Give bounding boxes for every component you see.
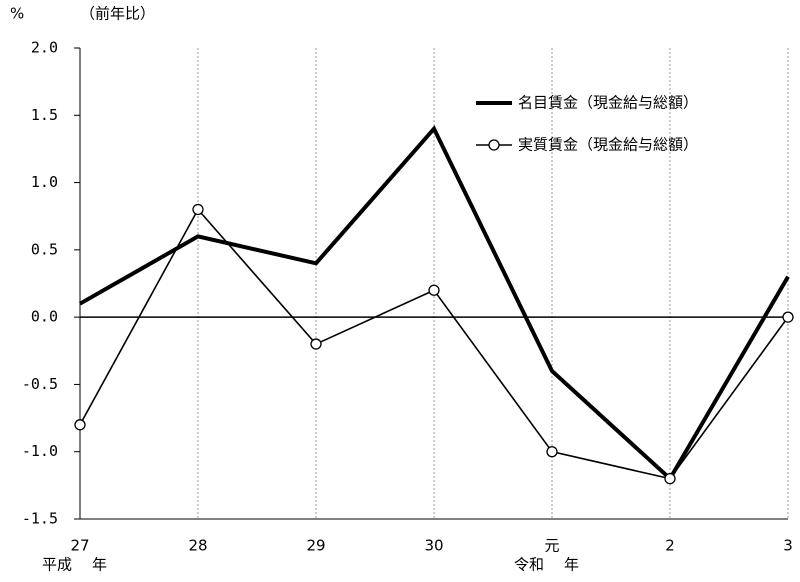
era-label: 令和 [514,556,544,574]
y-tick-label: 0.0 [31,308,58,326]
y-tick-label: -0.5 [22,375,58,393]
era-label: 平成 [42,556,72,574]
x-tick-label: 29 [306,537,325,555]
y-axis-sublabel: （前年比） [80,5,155,23]
legend-label: 名目賃金（現金給与総額） [518,94,698,112]
y-tick-label: -1.5 [22,510,58,528]
era-suffix: 年 [564,556,579,574]
y-tick-label: 1.0 [31,173,58,191]
data-point [664,472,676,485]
y-axis-label: % [10,5,24,23]
data-point [192,203,204,216]
legend-marker [488,139,500,151]
y-tick-label: 0.5 [31,240,58,258]
data-point [782,311,794,323]
x-tick-label: 2 [665,537,675,555]
x-tick-label: 30 [424,537,443,555]
data-point [74,419,86,431]
x-tick-label: 28 [188,537,207,555]
y-tick-label: 2.0 [31,39,58,57]
era-suffix: 年 [92,556,107,574]
x-tick-label: 3 [783,537,793,555]
legend-label: 実質賃金（現金給与総額） [518,136,698,154]
data-point [428,284,440,296]
data-point [546,446,558,458]
data-point [310,338,322,350]
x-tick-label: 元 [544,537,559,555]
y-tick-label: 1.5 [31,106,58,124]
x-tick-label: 27 [70,537,89,555]
y-tick-label: -1.0 [22,442,58,460]
